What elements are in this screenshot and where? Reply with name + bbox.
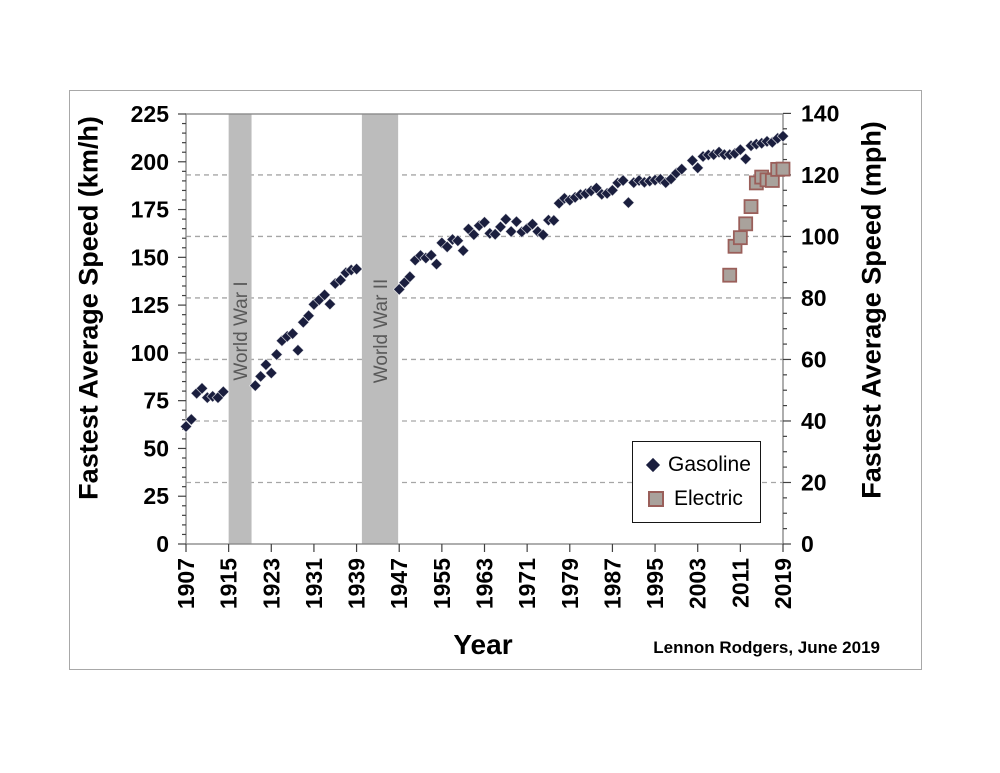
electric-point <box>775 161 791 177</box>
left-axis-tick-label: 175 <box>131 197 170 223</box>
right-axis-tick-label: 80 <box>801 285 827 311</box>
gasoline-point <box>478 215 491 229</box>
gasoline-point <box>547 214 561 227</box>
gasoline-point <box>334 273 347 287</box>
legend-label-gasoline: Gasoline <box>668 452 751 476</box>
left-axis-title: Fastest Average Speed (km/h) <box>73 116 104 500</box>
gasoline-point <box>318 288 331 302</box>
gasoline-point <box>270 348 283 361</box>
gasoline-point <box>456 244 470 257</box>
legend-item-electric: Electric <box>648 487 760 511</box>
gasoline-point <box>536 228 550 242</box>
gasoline-point <box>403 270 417 284</box>
right-axis-title: Fastest Average Speed (mph) <box>856 121 887 499</box>
gasoline-point <box>302 309 315 323</box>
gasoline-point <box>248 379 262 392</box>
gasoline-point <box>254 370 267 383</box>
left-axis-tick-label: 225 <box>131 101 170 127</box>
gasoline-point <box>494 220 507 234</box>
gasoline-point <box>488 227 502 241</box>
x-axis-tick-label: 1915 <box>216 558 242 609</box>
x-axis-tick-label: 1987 <box>599 558 625 609</box>
electric-point <box>738 216 754 232</box>
x-axis-tick-label: 2011 <box>727 558 753 608</box>
x-axis-tick-label: 1939 <box>344 558 370 609</box>
gasoline-point <box>675 162 689 176</box>
gasoline-point <box>440 240 454 254</box>
chart-plot-svg: World War I World War II 0 25 50 75 100 125 150 1… <box>131 100 840 609</box>
war-band <box>361 114 399 544</box>
x-axis-tick-label: 1923 <box>258 558 284 609</box>
right-axis-tick-label: 60 <box>801 346 827 372</box>
right-axis-tick-label: 20 <box>801 469 827 495</box>
gasoline-point <box>526 217 539 231</box>
gasoline-point <box>323 297 337 311</box>
left-axis-tick-label: 75 <box>143 388 169 414</box>
gasoline-point <box>686 154 699 167</box>
chart-figure: World War I World War II 0 25 50 75 100 125 150 1… <box>69 90 922 670</box>
war-band <box>228 114 252 544</box>
war-band-label: World War II <box>371 279 392 384</box>
gasoline-point <box>622 196 635 209</box>
gasoline-point <box>691 161 705 175</box>
gasoline-point <box>504 225 518 238</box>
war-band-label: World War I <box>231 281 252 380</box>
gasoline-point <box>350 262 363 276</box>
x-axis-tick-label: 1931 <box>301 558 327 609</box>
x-axis-title: Year <box>453 629 513 660</box>
gasoline-point <box>259 358 273 372</box>
left-axis-tick-label: 25 <box>143 483 169 509</box>
electric-point <box>732 230 748 246</box>
x-axis-tick-label: 1963 <box>472 558 498 609</box>
x-axis-tick-label: 1907 <box>173 558 199 609</box>
electric-point <box>743 199 759 215</box>
legend-item-gasoline: Gasoline <box>645 452 760 477</box>
x-axis-tick-label: 1971 <box>514 558 540 609</box>
gasoline-point <box>216 385 230 399</box>
gasoline-point <box>291 343 305 357</box>
gasoline-point <box>776 129 790 143</box>
gasoline-point <box>510 215 523 229</box>
gasoline-point <box>424 248 438 262</box>
x-axis-tick-label: 1979 <box>557 558 583 609</box>
gasoline-point <box>616 174 630 187</box>
x-axis-tick-label: 1995 <box>642 558 668 609</box>
gasoline-point <box>451 234 465 248</box>
gasoline-point <box>184 413 198 426</box>
gasoline-point <box>430 257 443 271</box>
gasoline-point <box>467 228 481 241</box>
x-axis-tick-label: 1947 <box>386 558 412 609</box>
electric-square-icon <box>648 491 664 508</box>
x-axis-tick-label: 2003 <box>685 558 711 609</box>
x-axis-tick-label: 1955 <box>429 558 455 609</box>
right-axis-tick-label: 100 <box>801 223 839 249</box>
x-axis-tick-label: 2019 <box>770 558 796 609</box>
left-axis-tick-label: 0 <box>156 531 169 557</box>
electric-point <box>722 267 738 283</box>
gasoline-point <box>179 420 193 433</box>
gasoline-point <box>739 152 753 166</box>
right-axis-tick-label: 120 <box>801 162 839 188</box>
right-axis-tick-label: 40 <box>801 408 827 434</box>
gasoline-point <box>286 327 299 340</box>
gasoline-point <box>499 212 513 226</box>
gasoline-diamond-icon <box>645 457 661 472</box>
right-axis-tick-label: 140 <box>801 100 839 126</box>
gasoline-point <box>733 143 747 157</box>
legend-box: Gasoline Electric <box>632 441 761 523</box>
left-axis-tick-label: 100 <box>131 340 169 366</box>
gasoline-point <box>606 183 619 197</box>
gasoline-point <box>195 382 209 395</box>
attribution-text: Lennon Rodgers, June 2019 <box>653 638 880 657</box>
left-axis-tick-label: 150 <box>131 244 169 270</box>
left-axis-tick-label: 200 <box>131 149 169 175</box>
legend-label-electric: Electric <box>674 487 743 511</box>
left-axis-tick-label: 125 <box>131 292 170 318</box>
left-axis-tick-label: 50 <box>143 435 169 461</box>
right-axis-tick-label: 0 <box>801 531 814 557</box>
gasoline-point <box>264 366 278 380</box>
